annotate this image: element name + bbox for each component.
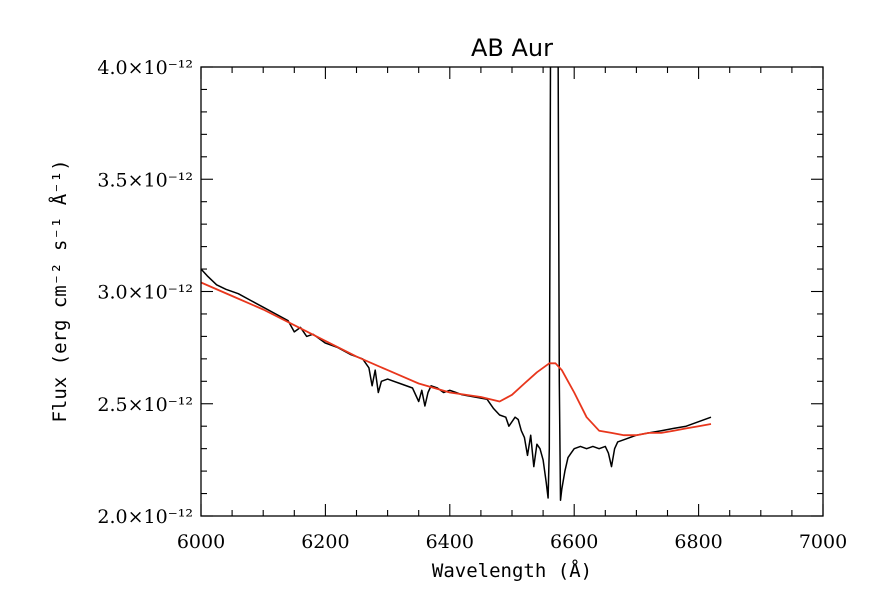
plot-frame (200, 66, 824, 517)
y-tick-label: 2.5×10⁻¹² (97, 394, 193, 416)
y-tick-label: 3.0×10⁻¹² (97, 282, 193, 304)
x-axis-label: Wavelength (Å) (432, 559, 592, 582)
x-tick-label: 6000 (177, 531, 225, 553)
axis-ticks: 6000 6200 6400 6600 6800 7000 2.0×10⁻¹² 2.5×10⁻… (97, 57, 847, 553)
series-line-observed (201, 67, 712, 502)
y-tick-label: 3.5×10⁻¹² (97, 169, 193, 191)
series-line-model (201, 281, 712, 437)
y-tick-label: 2.0×10⁻¹² (97, 506, 193, 528)
x-tick-label: 6200 (301, 531, 349, 553)
x-tick-label: 6800 (674, 531, 722, 553)
x-tick-label: 6400 (426, 531, 474, 553)
y-axis-label: Flux (erg cm⁻² s⁻¹ Å⁻¹) (48, 159, 71, 422)
y-tick-label: 4.0×10⁻¹² (97, 57, 193, 79)
x-tick-label: 7000 (799, 531, 847, 553)
chart-title: AB Aur (471, 34, 553, 62)
series-layer (201, 67, 712, 502)
x-tick-label: 6600 (550, 531, 598, 553)
